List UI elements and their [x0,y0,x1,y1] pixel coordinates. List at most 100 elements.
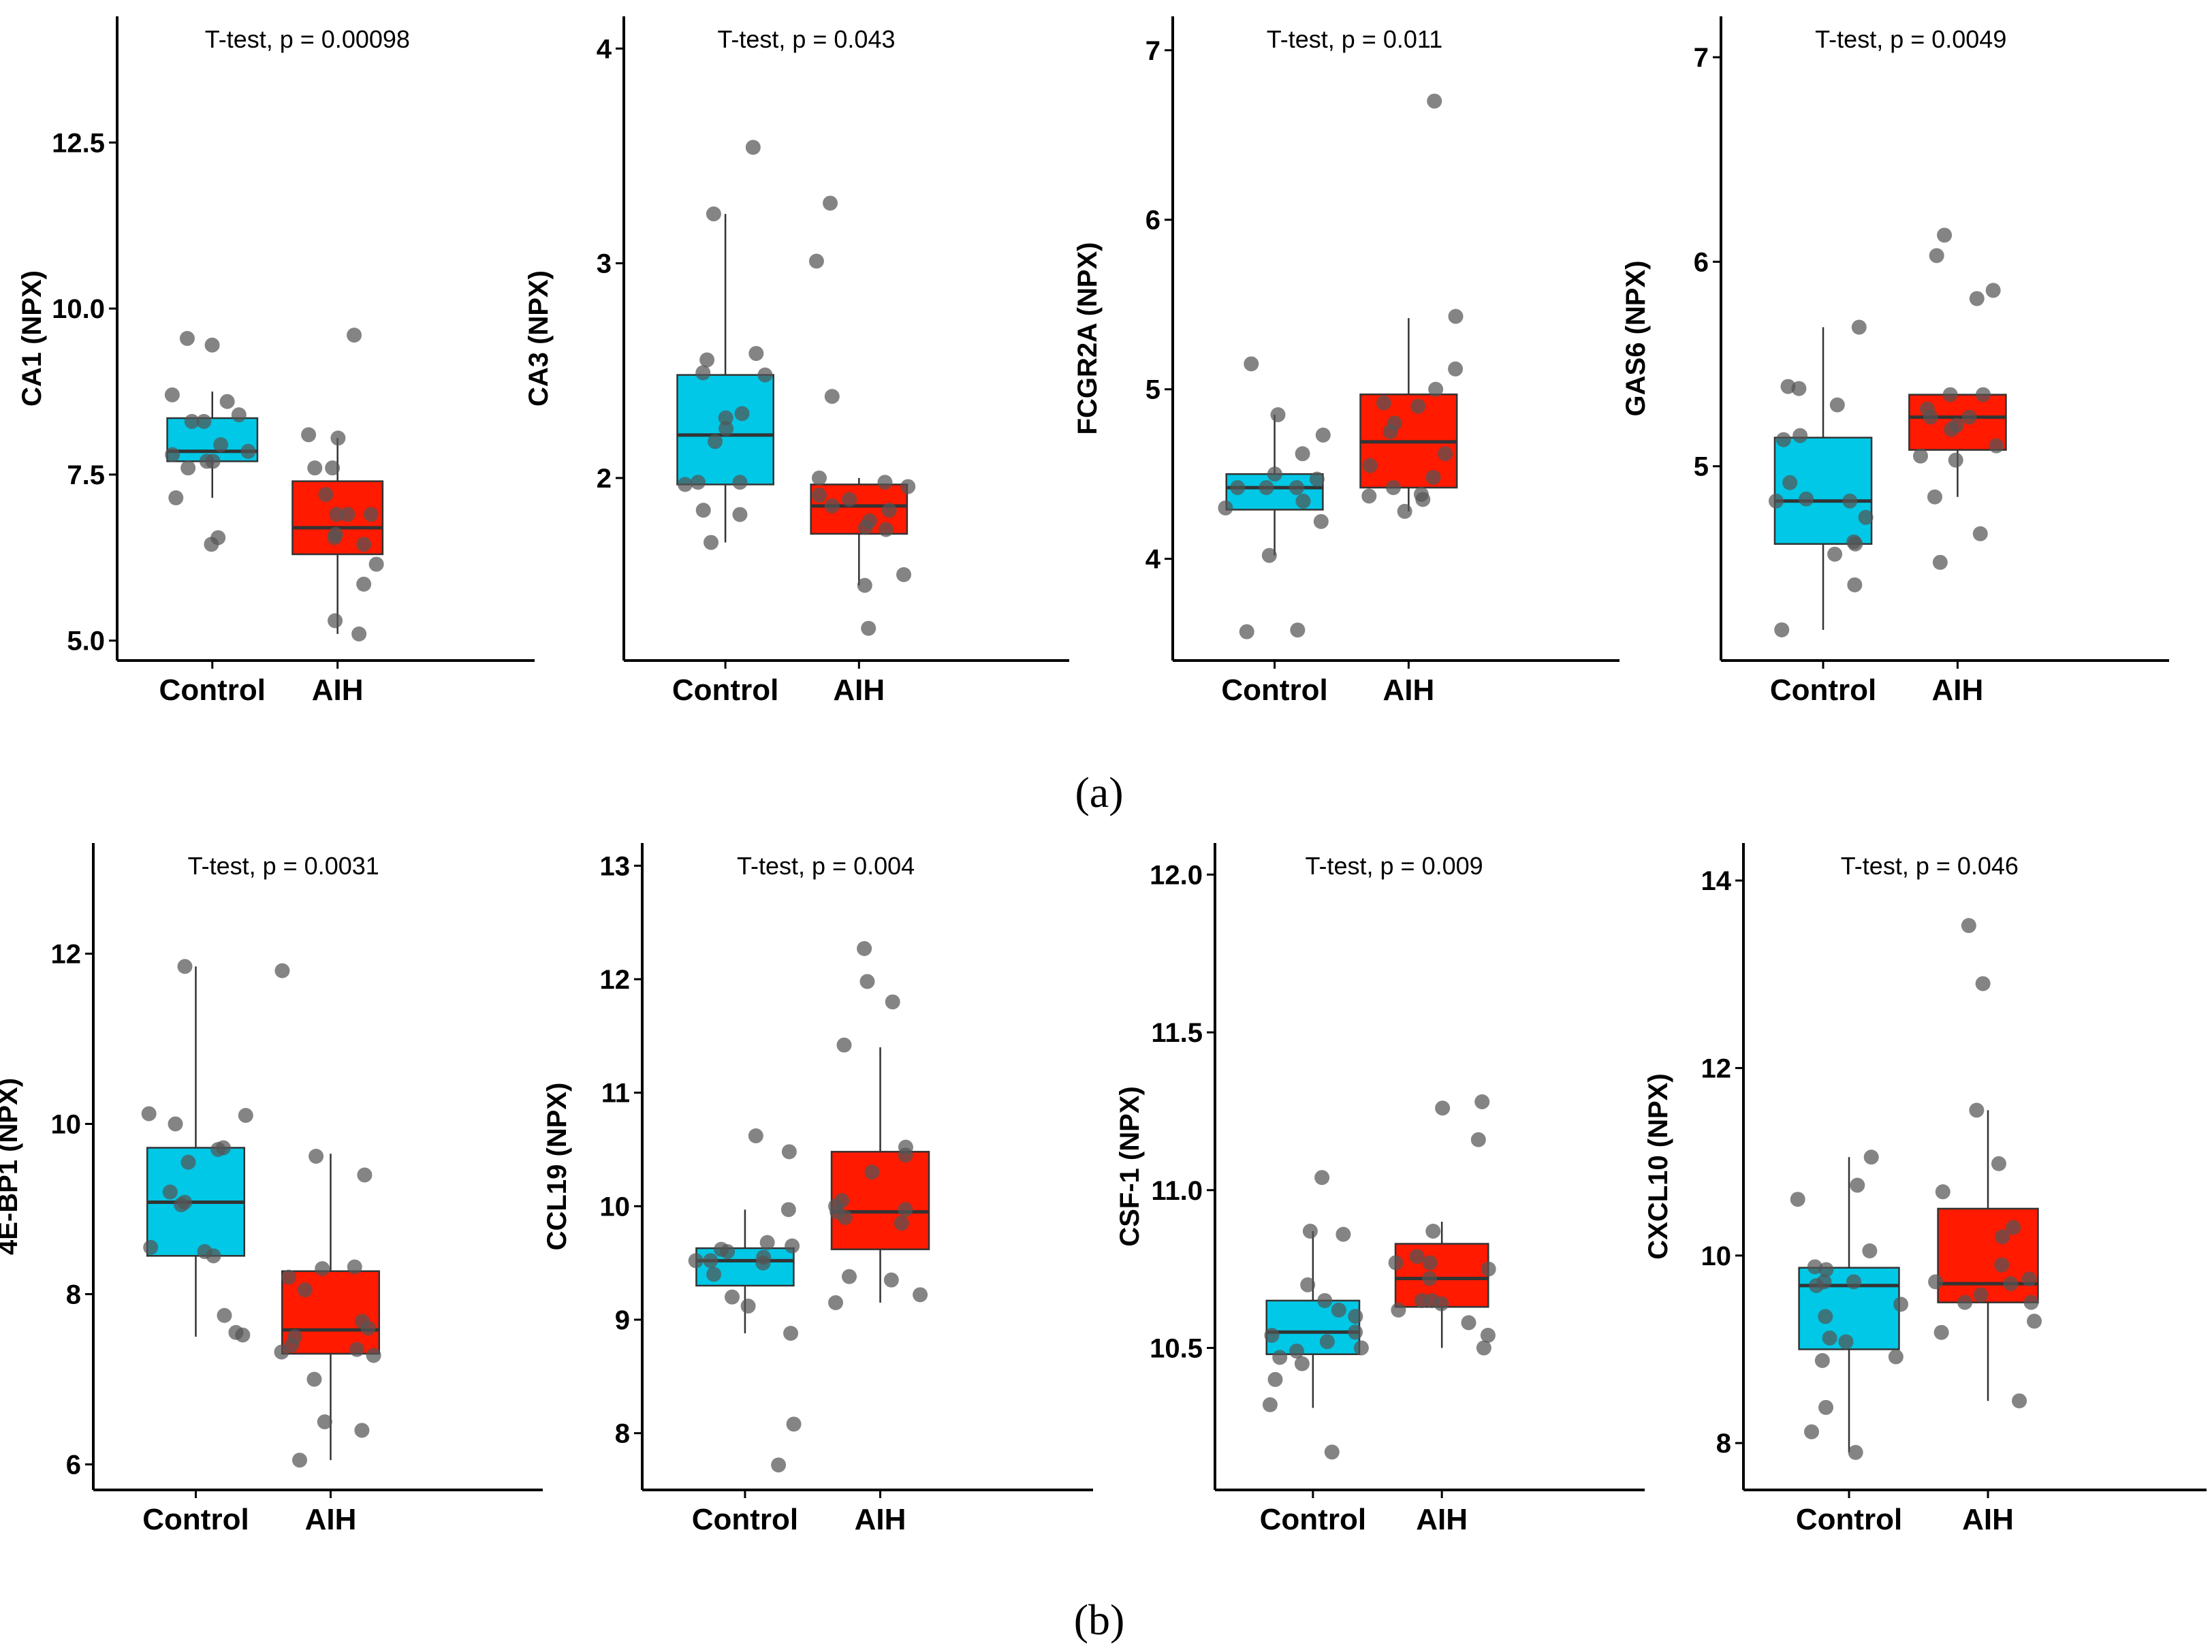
data-point [1957,1294,1973,1310]
data-point [1790,1192,1805,1207]
data-point [1799,491,1814,507]
data-point [1448,361,1464,377]
data-point [2027,1314,2042,1329]
data-point [2012,1393,2027,1409]
data-point [2023,1294,2039,1310]
data-point [1961,918,1976,934]
y-tick-label: 10.5 [1150,1333,1203,1363]
chart-panel-3: 4 5 6 7 FCGR2A (NPX) T-test, p = 0.011 Control… [1073,16,1620,707]
data-point [168,490,184,506]
data-point [238,1108,253,1123]
y-tick-label: 12 [600,965,631,995]
data-point [1267,466,1282,482]
data-point [1435,1100,1451,1116]
data-point [1929,248,1944,264]
x-category-label: AIH [1962,1503,2014,1536]
data-point [1313,513,1329,529]
y-tick-label: 13 [600,851,631,881]
data-point [1448,308,1464,324]
data-point [704,535,719,550]
data-point [1969,1102,1985,1118]
data-point [1410,398,1426,414]
data-point [1230,480,1246,496]
data-point [894,1216,909,1231]
data-point [1239,624,1254,639]
box-iqr [1937,1207,2039,1303]
data-point [708,434,723,449]
data-point [1315,427,1331,443]
box-control [164,331,259,552]
x-category-label: AIH [855,1503,906,1536]
data-point [287,1329,302,1344]
data-point [366,1348,381,1363]
chart-panel-8: 8 10 12 14 CXCL10 (NPX) T-test, p = 0.046 Cont… [1643,843,2207,1536]
data-point [1388,1255,1404,1271]
data-point [1302,1224,1318,1239]
data-point [771,1457,787,1473]
data-point [281,1269,296,1285]
y-tick-label: 2 [597,464,612,494]
data-point [301,427,317,443]
y-axis-title: 4E-BP1 (NPX) [0,1078,23,1255]
panel-label-a: (a) [1075,768,1123,816]
data-point [695,365,711,381]
data-point [1424,1292,1440,1308]
data-point [1846,1274,1862,1290]
data-point [783,1326,799,1341]
box-control [1790,1149,1909,1460]
data-point [1314,1170,1330,1186]
data-point [1409,1249,1425,1265]
y-tick-label: 10.0 [52,294,105,324]
data-point [1218,500,1233,515]
data-point [1937,227,1953,243]
data-point [780,1202,796,1218]
data-point [217,1307,232,1323]
data-point [205,454,221,469]
data-point [165,447,180,462]
data-point [1948,452,1963,468]
data-point [197,1244,212,1259]
data-point [292,1452,308,1468]
data-point [759,1235,775,1250]
data-point [315,1261,330,1276]
data-point [748,346,764,362]
y-tick-label: 4 [597,34,612,64]
panel-title: T-test, p = 0.00098 [205,25,410,53]
data-point [732,475,748,490]
box-iqr [1773,436,1873,545]
panel-title: T-test, p = 0.011 [1267,25,1443,53]
box-aih [828,941,930,1310]
chart-panel-5: 6 8 10 12 4E-BP1 (NPX) T-test, p = 0.0031 Cont… [0,843,543,1536]
data-point [1348,1324,1363,1340]
data-point [811,470,827,486]
data-point [1290,622,1306,638]
data-point [900,479,916,494]
data-point [1362,458,1378,473]
data-point [734,406,750,422]
x-category-label: Control [159,673,266,707]
data-point [204,337,220,353]
data-point [695,503,711,518]
box-aih [1928,918,2042,1409]
x-category-label: Control [692,1503,798,1536]
data-point [317,1414,332,1429]
box-control [1768,319,1874,637]
y-tick-label: 6 [1146,206,1160,236]
data-point [240,443,256,459]
data-point [1775,432,1791,447]
data-point [210,530,226,545]
box-control [676,140,774,550]
x-category-label: Control [1221,673,1327,707]
data-point [215,1140,231,1156]
data-point [177,959,193,974]
data-point [718,410,733,426]
data-point [896,567,912,582]
data-point [1804,1424,1820,1440]
data-point [1361,488,1377,504]
data-point [340,507,356,522]
data-point [1336,1226,1351,1242]
data-point [861,620,876,636]
data-point [219,394,235,409]
data-point [328,613,343,629]
data-point [141,1106,157,1122]
